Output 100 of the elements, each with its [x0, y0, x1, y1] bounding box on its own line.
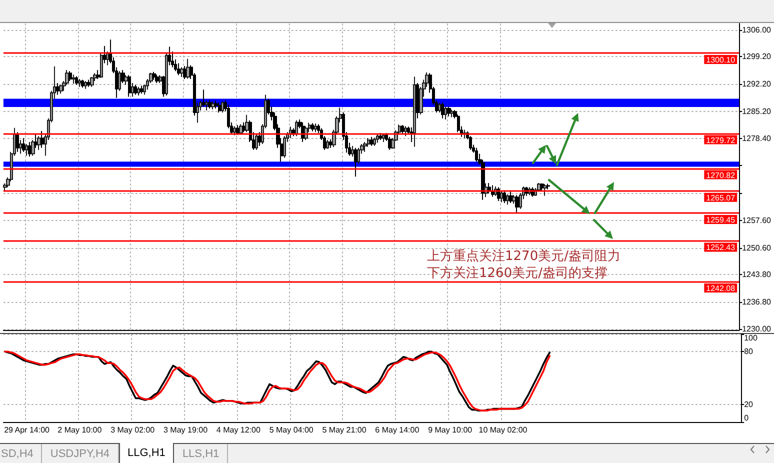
ref-line-label: 1265.07: [706, 193, 736, 202]
candlestick: [233, 126, 236, 136]
candlestick: [155, 74, 159, 84]
candlestick: [31, 140, 35, 156]
candlestick: [152, 71, 156, 80]
annotation: 上方重点关注1270美元/盎司阻力: [427, 249, 620, 266]
x-tick-label: 10 May 02:00: [478, 426, 528, 434]
candlestick: [128, 74, 131, 98]
candlestick: [329, 138, 333, 148]
x-tick-label: 5 May 21:00: [322, 426, 367, 434]
candlestick: [205, 100, 208, 112]
candlestick: [373, 137, 376, 146]
candlestick: [404, 126, 407, 137]
candlestick: [28, 142, 31, 158]
candlestick: [295, 120, 298, 137]
candlestick: [131, 82, 134, 98]
candlestick: [509, 190, 513, 204]
y-tick-label: 1278.40: [742, 134, 772, 143]
candlestick: [503, 190, 506, 204]
candlestick: [500, 190, 503, 203]
candlestick: [118, 70, 121, 92]
annotation: 下方关注1260美元/盎司的支撑: [427, 266, 608, 282]
candlestick: [202, 89, 205, 108]
candlestick: [69, 70, 72, 82]
candlestick: [292, 128, 295, 137]
candlestick: [236, 124, 239, 136]
candlestick: [96, 69, 100, 80]
ref-line-label: 1270.82: [706, 170, 736, 180]
text: LLG,H1: [118, 443, 174, 463]
y-tick-label: 20: [744, 400, 754, 409]
y-tick-label: 1250.60: [742, 243, 772, 252]
candlestick: [168, 46, 171, 66]
candlestick: [162, 75, 165, 98]
x-tick-label: 9 May 10:00: [428, 426, 473, 434]
candlestick: [506, 194, 509, 206]
y-tick-label: 1285.20: [742, 107, 772, 116]
y-tick-label: 1257.60: [742, 216, 772, 225]
y-tick-label: 1306.00: [742, 25, 772, 34]
candlestick: [211, 100, 215, 110]
candlestick: [543, 184, 547, 196]
candlestick: [22, 138, 25, 152]
candlestick: [410, 126, 413, 142]
candlestick: [121, 69, 125, 84]
text: SD,H4: [0, 444, 42, 463]
text: LLS,H1: [174, 444, 228, 463]
candlestick: [37, 136, 41, 150]
candlestick: [78, 78, 81, 88]
candlestick: [134, 84, 137, 96]
candlestick: [289, 126, 292, 139]
candlestick: [447, 106, 451, 117]
candlestick: [311, 122, 314, 132]
candlestick: [81, 79, 84, 88]
candlestick: [186, 58, 190, 80]
candlestick: [214, 100, 218, 110]
y-tick-label: 1292.20: [742, 80, 772, 89]
candlestick: [25, 143, 28, 156]
candlestick: [16, 132, 19, 152]
candlestick: [87, 79, 90, 88]
candlestick: [540, 182, 544, 191]
candlestick: [84, 80, 87, 90]
candlestick: [34, 134, 38, 148]
candlestick: [512, 194, 516, 204]
y-tick-label: 1243.80: [742, 270, 772, 280]
x-tick-label: 2 May 10:00: [58, 426, 102, 434]
candlestick: [450, 109, 454, 118]
ref-line-label: 1242.08: [706, 284, 736, 293]
ref-line-label: 1300.10: [706, 56, 736, 65]
candlestick: [59, 84, 63, 94]
candlestick: [75, 76, 78, 86]
candlestick: [258, 132, 261, 146]
candlestick: [180, 66, 184, 78]
candlestick: [351, 145, 354, 158]
candlestick: [326, 140, 329, 150]
candlestick: [140, 85, 143, 94]
candlestick: [208, 99, 212, 110]
candlestick: [416, 82, 419, 119]
x-tick-label: 3 May 19:00: [164, 426, 208, 434]
candlestick: [245, 114, 249, 133]
candlestick: [357, 147, 360, 164]
ref-line-label: 1252.43: [706, 243, 736, 252]
y-tick-label: 100: [744, 334, 758, 342]
candlestick: [363, 142, 367, 152]
candlestick: [255, 134, 258, 150]
candlestick: [457, 114, 460, 133]
candlestick: [106, 50, 109, 66]
candlestick: [90, 76, 94, 88]
candlestick: [469, 136, 472, 150]
candlestick: [218, 102, 221, 113]
x-tick-label: 3 May 02:00: [110, 426, 156, 434]
candlestick: [441, 102, 444, 119]
candlestick: [475, 147, 478, 162]
candlestick: [401, 124, 404, 135]
candlestick: [283, 136, 286, 158]
candlestick: [488, 182, 491, 194]
candlestick: [376, 134, 379, 144]
candlestick: [137, 86, 140, 96]
candlestick: [314, 122, 317, 133]
candlestick: [56, 82, 59, 96]
candlestick: [515, 194, 519, 214]
candlestick: [382, 133, 385, 142]
